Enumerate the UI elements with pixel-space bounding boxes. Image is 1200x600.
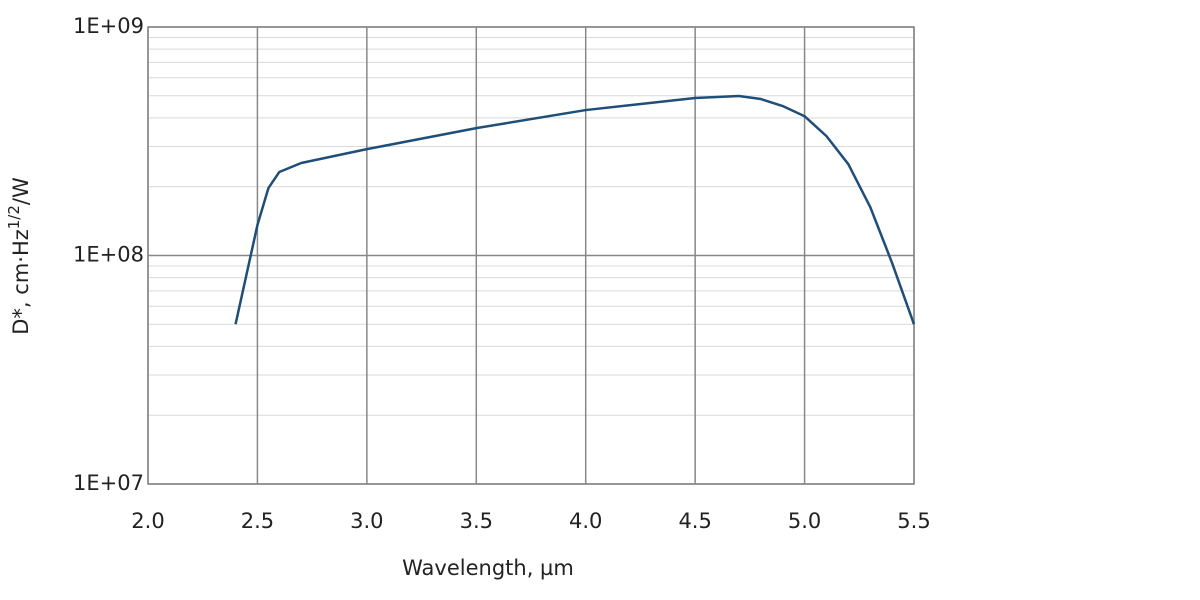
x-tick-label: 4.0 [569, 509, 602, 533]
y-tick-label: 1E+09 [73, 14, 144, 38]
y-label-sup: 1/2 [5, 205, 23, 229]
x-tick-label: 3.5 [460, 509, 493, 533]
x-tick-label: 5.5 [897, 509, 930, 533]
x-tick-label: 2.5 [241, 509, 274, 533]
x-tick-label: 5.0 [788, 509, 821, 533]
x-tick-label: 4.5 [678, 509, 711, 533]
x-tick-label: 3.0 [350, 509, 383, 533]
y-axis-label: D*, cm·Hz1/2/W [5, 177, 34, 335]
x-tick-label: 2.0 [131, 509, 164, 533]
y-label-end: /W [9, 177, 33, 205]
y-tick-label: 1E+07 [73, 471, 144, 495]
y-tick-label: 1E+08 [73, 243, 144, 267]
data-line [234, 94, 916, 325]
y-label-main: D*, cm·Hz [9, 229, 33, 335]
plot-border [147, 26, 915, 485]
x-axis-label: Wavelength, µm [402, 556, 574, 580]
